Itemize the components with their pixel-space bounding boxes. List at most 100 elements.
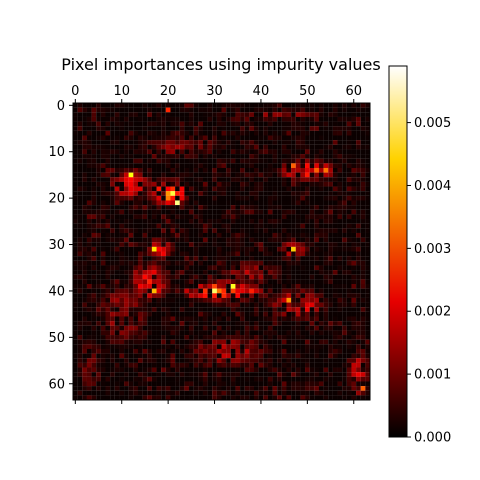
heatmap-cell — [337, 344, 343, 350]
heatmap-cell — [151, 283, 157, 289]
heatmap-cell — [342, 376, 347, 382]
heatmap-cell — [286, 214, 292, 220]
heatmap-cell — [351, 325, 357, 331]
heatmap-cell — [156, 265, 162, 271]
heatmap-cell — [272, 344, 278, 350]
heatmap-cell — [175, 103, 180, 108]
heatmap-cell — [147, 335, 152, 340]
heatmap-cell — [314, 316, 320, 322]
heatmap-cell — [342, 232, 347, 238]
heatmap-cell — [110, 130, 115, 136]
heatmap-cell — [221, 219, 227, 224]
heatmap-cell — [175, 219, 180, 224]
heatmap-cell — [235, 265, 241, 271]
heatmap-cell — [137, 112, 143, 117]
heatmap-cell — [272, 242, 278, 247]
heatmap-cell — [207, 172, 213, 178]
heatmap-cell — [300, 163, 306, 169]
heatmap-cell — [137, 376, 143, 382]
heatmap-cell — [212, 172, 217, 178]
heatmap-cell — [216, 242, 222, 247]
heatmap-cell — [212, 232, 217, 238]
heatmap-cell — [342, 297, 347, 303]
heatmap-cell — [198, 330, 203, 336]
heatmap-cell — [96, 140, 101, 145]
heatmap-cell — [230, 130, 236, 136]
heatmap-cell — [272, 256, 278, 261]
heatmap-cell — [156, 256, 162, 261]
heatmap-cell — [86, 386, 92, 391]
heatmap-cell — [73, 177, 78, 182]
heatmap-cell — [221, 172, 227, 178]
heatmap-cell — [272, 232, 278, 238]
heatmap-cell — [221, 158, 227, 164]
heatmap-cell — [272, 121, 278, 127]
heatmap-cell — [221, 335, 227, 340]
heatmap-cell — [100, 116, 106, 122]
heatmap-cell — [253, 209, 259, 215]
heatmap-cell — [189, 386, 194, 391]
heatmap-cell — [142, 246, 148, 252]
heatmap-cell — [253, 228, 259, 233]
heatmap-cell — [351, 395, 357, 401]
heatmap-cell — [295, 219, 301, 224]
heatmap-cell — [342, 386, 347, 391]
heatmap-cell — [295, 223, 301, 229]
heatmap-cell — [235, 283, 241, 289]
heatmap-cell — [226, 311, 231, 317]
heatmap-cell — [356, 293, 361, 298]
heatmap-cell — [337, 135, 343, 141]
heatmap-cell — [351, 293, 357, 298]
heatmap-cell — [332, 228, 338, 233]
heatmap-cell — [161, 107, 166, 113]
heatmap-cell — [346, 144, 352, 150]
heatmap-cell — [137, 367, 143, 373]
heatmap-cell — [235, 395, 241, 401]
heatmap-cell — [253, 265, 259, 271]
heatmap-cell — [114, 163, 120, 169]
heatmap-cell — [110, 251, 115, 257]
heatmap-cell — [175, 167, 180, 173]
heatmap-cell — [332, 167, 338, 173]
heatmap-cell — [198, 344, 203, 350]
heatmap-cell — [133, 172, 139, 178]
heatmap-cell — [286, 149, 292, 155]
heatmap-cell — [318, 116, 324, 122]
heatmap-cell — [342, 293, 347, 298]
heatmap-cell — [82, 325, 87, 331]
heatmap-cell — [189, 367, 194, 373]
heatmap-cell — [300, 135, 306, 141]
heatmap-cell — [272, 395, 278, 401]
heatmap-cell — [91, 232, 97, 238]
heatmap-cell — [360, 167, 366, 173]
heatmap-cell — [323, 265, 329, 271]
heatmap-cell — [230, 205, 236, 210]
heatmap-cell — [100, 195, 106, 201]
heatmap-cell — [365, 381, 371, 387]
heatmap-cell — [337, 274, 343, 280]
heatmap-cell — [207, 372, 213, 377]
heatmap-cell — [249, 344, 255, 350]
heatmap-cell — [133, 390, 139, 396]
heatmap-cell — [226, 372, 231, 377]
heatmap-cell — [96, 242, 101, 247]
heatmap-cell — [165, 205, 171, 210]
heatmap-cell — [100, 330, 106, 336]
heatmap-cell — [300, 181, 306, 187]
heatmap-cell — [189, 112, 194, 117]
heatmap-cell — [281, 214, 287, 220]
heatmap-cell — [323, 228, 329, 233]
heatmap-cell — [170, 316, 176, 322]
heatmap-cell — [263, 256, 268, 261]
heatmap-cell — [147, 126, 152, 131]
heatmap-cell — [365, 353, 371, 359]
heatmap-cell — [175, 223, 180, 229]
heatmap-cell — [147, 344, 152, 350]
heatmap-cell — [240, 376, 245, 382]
heatmap-cell — [165, 214, 171, 220]
heatmap-cell — [170, 237, 176, 243]
y-tick-label: 30 — [48, 238, 65, 253]
heatmap-cell — [291, 177, 296, 182]
heatmap-cell — [151, 288, 157, 294]
heatmap-cell — [356, 232, 361, 238]
